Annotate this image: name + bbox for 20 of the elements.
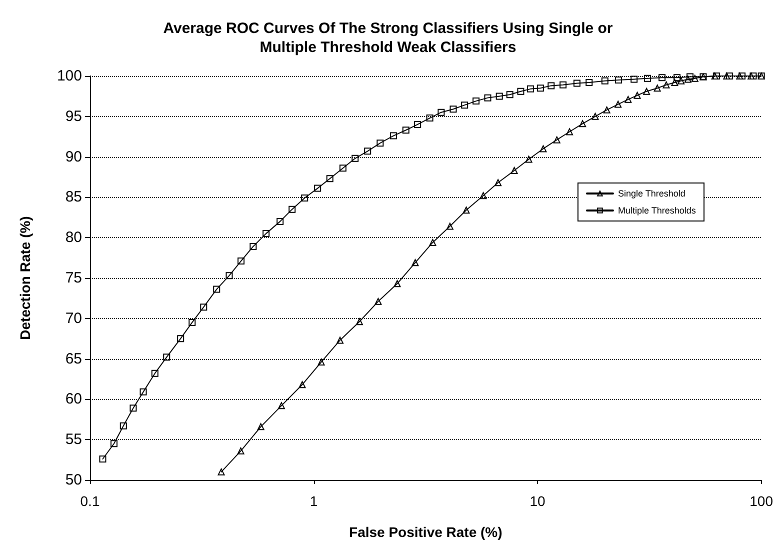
y-tick-label: 85 [65, 188, 82, 206]
y-tick-label: 90 [65, 148, 82, 166]
y-tick-label: 65 [65, 350, 82, 368]
x-tick-label: 1 [310, 493, 318, 509]
y-axis-title: Detection Rate (%) [17, 216, 33, 340]
x-axis-title: False Positive Rate (%) [349, 524, 502, 540]
legend-label: Single Threshold [618, 188, 686, 198]
y-tick-label: 60 [65, 390, 82, 408]
y-tick-label: 80 [65, 229, 82, 246]
chart-title: Average ROC Curves Of The Strong Classifiers Using Single or Multiple Threshold Weak Classifiers [163, 20, 613, 56]
y-tick-label: 55 [65, 431, 82, 448]
x-tick-label: 0.1 [80, 493, 100, 509]
y-tick-label: 75 [65, 270, 82, 286]
y-tick-label: 100 [56, 68, 82, 84]
y-tick-label: 50 [65, 472, 82, 488]
x-tick-label: 100 [750, 493, 774, 509]
legend-label: Multiple Thresholds [618, 206, 696, 216]
y-tick-label: 70 [65, 310, 82, 327]
y-tick-label: 95 [65, 108, 82, 125]
x-tick-label: 10 [530, 493, 546, 509]
